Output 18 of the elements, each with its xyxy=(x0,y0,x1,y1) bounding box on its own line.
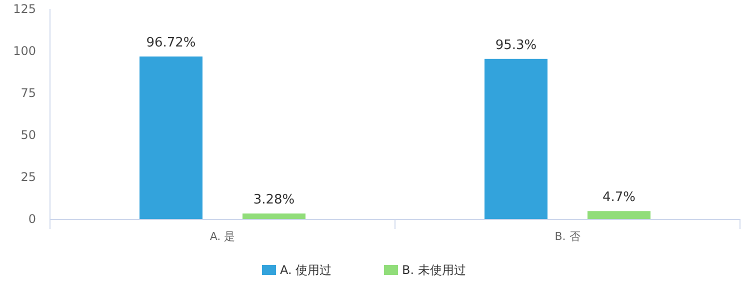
data-label: 4.7% xyxy=(602,190,636,206)
x-tick-label: A. 是 xyxy=(210,230,236,243)
y-tick-label: 125 xyxy=(13,2,36,16)
legend-label: B. 未使用过 xyxy=(402,263,466,277)
bar xyxy=(140,56,202,219)
bar xyxy=(588,211,650,219)
legend-label: A. 使用过 xyxy=(280,263,332,277)
bar xyxy=(484,58,548,219)
y-tick-label: 100 xyxy=(13,44,36,58)
bar xyxy=(242,213,306,219)
y-tick-label: 75 xyxy=(20,86,36,100)
data-label: 96.72% xyxy=(146,36,196,51)
data-label: 3.28% xyxy=(253,192,295,208)
data-label: 95.3% xyxy=(495,38,537,53)
x-tick-label: B. 否 xyxy=(554,230,580,243)
y-tick-label: 25 xyxy=(20,170,36,184)
y-tick-label: 0 xyxy=(28,212,36,226)
y-tick-label: 50 xyxy=(20,128,36,142)
